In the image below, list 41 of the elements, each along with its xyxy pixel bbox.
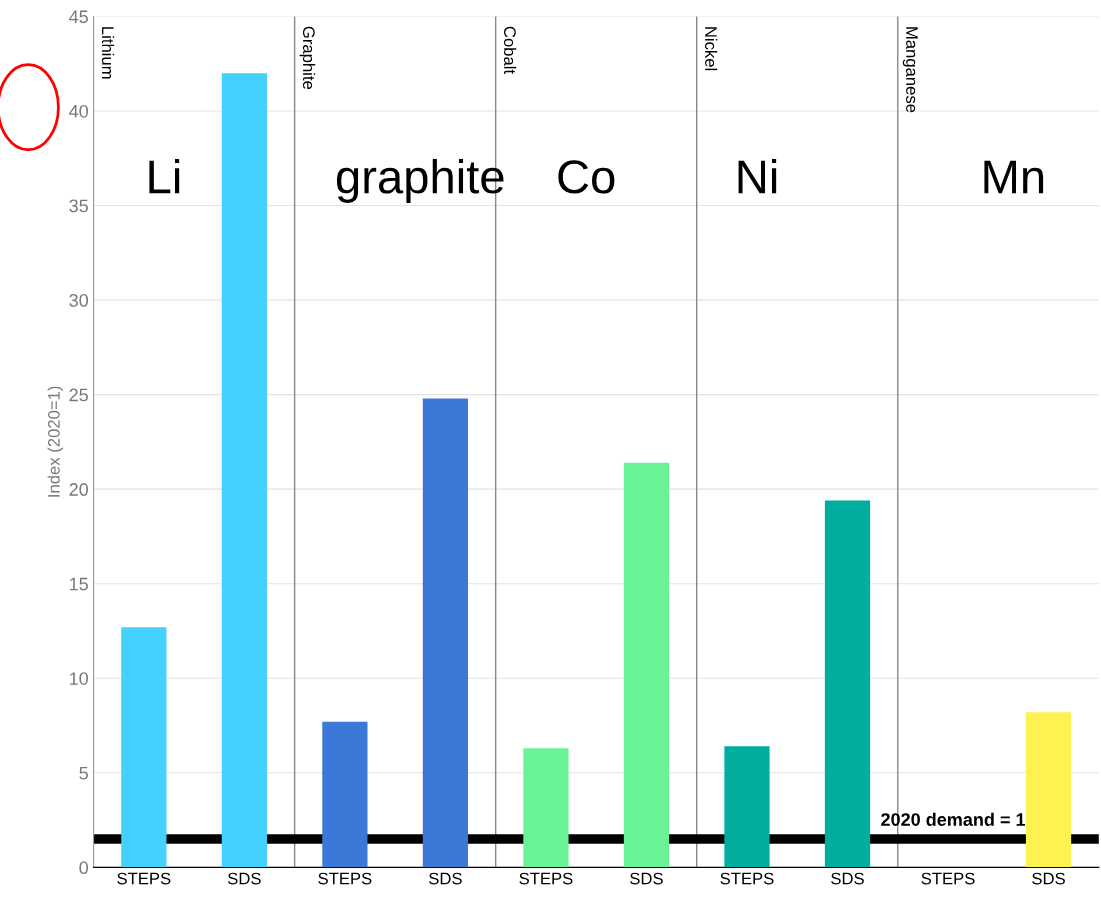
annotation: Li bbox=[149, 158, 180, 194]
y-axis-title: Index (2020=1) bbox=[47, 386, 64, 497]
annotation: Nickel bbox=[705, 27, 718, 71]
y-tick-label: 25 bbox=[69, 388, 88, 402]
bar bbox=[724, 746, 770, 868]
y-tick-label: 35 bbox=[69, 199, 88, 213]
y-tick-label: 5 bbox=[79, 766, 88, 780]
y-tick-label: 0 bbox=[79, 861, 89, 875]
y-tick-label: 15 bbox=[70, 577, 88, 591]
x-tick-label: STEPS bbox=[117, 872, 171, 885]
annotation: graphite bbox=[336, 158, 504, 203]
y-tick-label: 45 bbox=[69, 10, 88, 24]
x-tick-label: SDS bbox=[227, 872, 261, 885]
bar bbox=[322, 721, 368, 868]
bar bbox=[121, 627, 167, 868]
x-tick-label: STEPS bbox=[720, 872, 774, 885]
bar bbox=[824, 500, 871, 868]
y-tick-label: 30 bbox=[69, 294, 89, 307]
x-tick-label: STEPS bbox=[921, 872, 975, 885]
annotation: Lithium bbox=[101, 27, 115, 79]
annotation: Graphite bbox=[299, 26, 316, 90]
x-tick-label: SDS bbox=[429, 872, 462, 885]
bar bbox=[221, 73, 267, 868]
annotation: Co bbox=[558, 160, 615, 194]
bar bbox=[623, 462, 670, 868]
x-tick-label: SDS bbox=[1032, 872, 1065, 885]
bar bbox=[422, 398, 469, 868]
annotation: Ni bbox=[738, 158, 777, 194]
annotation: Cobalt bbox=[503, 26, 517, 74]
y-tick-label: 10 bbox=[70, 672, 89, 685]
y-tick-label: 20 bbox=[69, 483, 89, 496]
x-tick-label: STEPS bbox=[318, 872, 372, 885]
annotation: Manganese bbox=[902, 27, 918, 113]
bar bbox=[523, 748, 569, 868]
x-tick-label: SDS bbox=[630, 872, 663, 885]
annotation: Mn bbox=[984, 160, 1044, 194]
x-tick-label: STEPS bbox=[519, 872, 573, 885]
ref-line-label: 2020 demand = 1 bbox=[881, 812, 1026, 826]
x-tick-label: SDS bbox=[831, 872, 864, 885]
bar bbox=[1025, 712, 1072, 868]
y-tick-label: 40 bbox=[69, 104, 89, 118]
